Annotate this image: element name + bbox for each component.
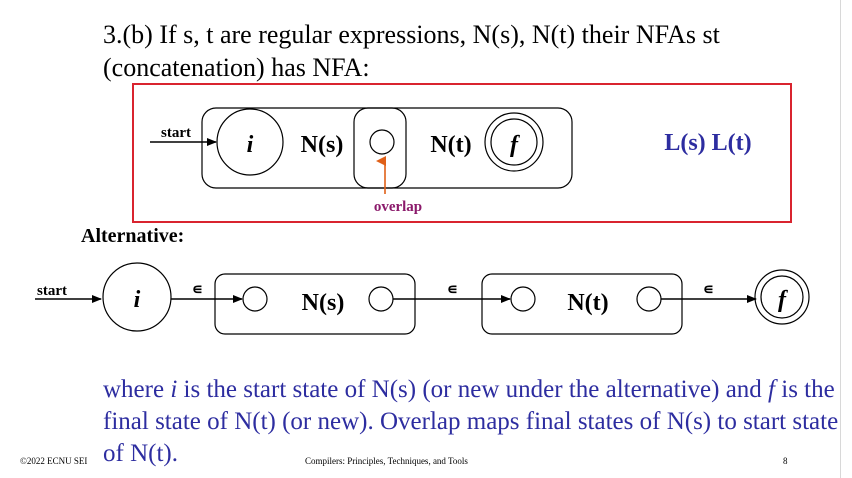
epsilon-label-3: ∊: [703, 282, 714, 298]
final-state-f-inner: [490, 118, 538, 166]
alt-start-state-i: [102, 262, 172, 332]
alternative-heading: Alternative:: [81, 225, 184, 247]
slide-edge-divider: [840, 0, 841, 478]
alt-nt-final-state: [636, 286, 662, 312]
footer-copyright: ©2022 ECNU SEI: [20, 456, 88, 466]
page-number: 8: [783, 456, 788, 466]
start-label: start: [161, 125, 191, 141]
nt-label: N(t): [430, 132, 471, 158]
alt-state-f-label: f: [778, 287, 788, 313]
state-i-label: i: [247, 132, 254, 158]
alt-ns-final-state: [368, 286, 394, 312]
slide-title: 3.(b) If s, t are regular expressions, N…: [103, 20, 720, 82]
overlap-state: [369, 129, 395, 155]
footer-book-title: Compilers: Principles, Techniques, and T…: [305, 456, 468, 466]
language-label: L(s) L(t): [664, 130, 751, 156]
ns-box: [201, 107, 407, 189]
alt-ns-label: N(s): [302, 290, 345, 316]
alt-nt-box: [481, 273, 683, 335]
alt-final-state-f-inner: [760, 275, 804, 319]
alt-nt-start-state: [510, 286, 536, 312]
alt-ns-box: [214, 273, 416, 335]
alt-start-label: start: [37, 283, 67, 299]
alt-state-i-label: i: [134, 287, 141, 313]
state-f-label: f: [510, 132, 520, 158]
nt-box: [353, 107, 573, 189]
final-state-f-outer: [484, 112, 544, 172]
explanation-text: where i is the start state of N(s) (or n…: [103, 376, 839, 467]
ns-label: N(s): [301, 132, 344, 158]
alt-ns-start-state: [242, 286, 268, 312]
alt-final-state-f-outer: [754, 269, 810, 325]
overlap-label: overlap: [374, 199, 422, 215]
start-state-i: [216, 108, 284, 176]
epsilon-label-2: ∊: [447, 282, 458, 298]
alt-nt-label: N(t): [567, 290, 608, 316]
epsilon-label-1: ∊: [192, 282, 203, 298]
concat-highlight-box: [132, 83, 792, 223]
